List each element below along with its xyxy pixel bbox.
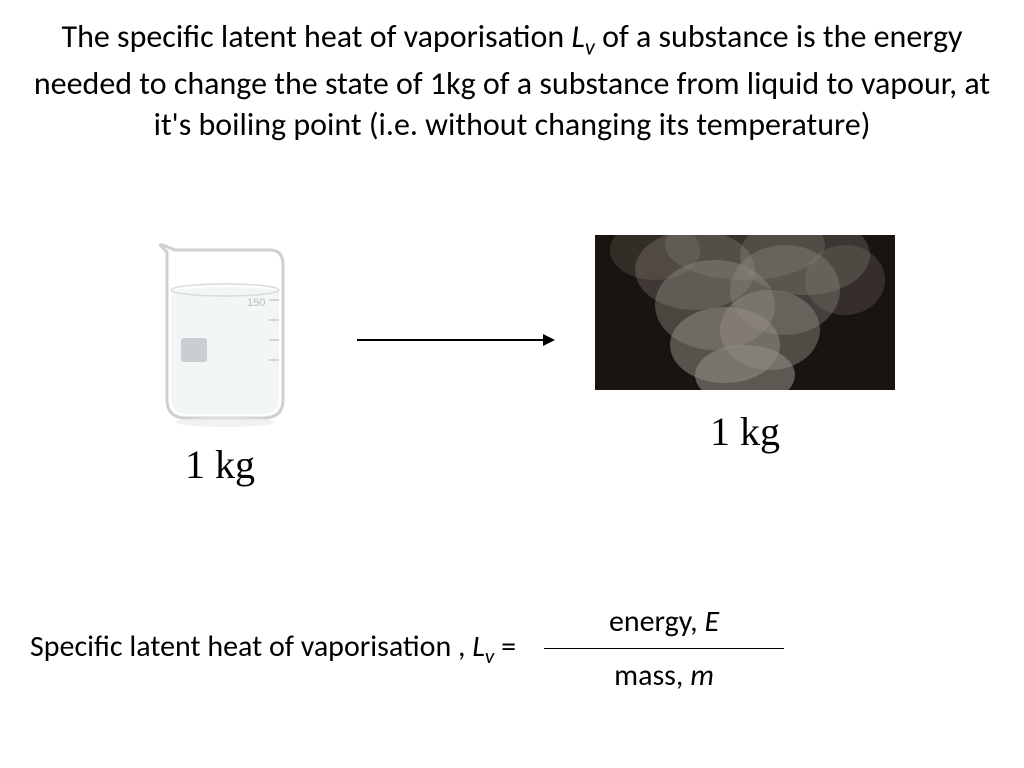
formula-lhs-text: Specific latent heat of vaporisation , — [30, 628, 472, 665]
vapour-panel: 1 kg — [580, 235, 910, 455]
arrow-icon — [355, 330, 555, 350]
numerator: energy, E — [609, 599, 719, 644]
formula-symbol: L — [472, 628, 485, 665]
numerator-symbol: E — [704, 603, 719, 640]
fraction-line — [544, 648, 784, 649]
formula-lhs: Specific latent heat of vaporisation , L… — [30, 628, 516, 669]
beaker-icon: 150 — [135, 240, 305, 430]
fraction: energy, E mass, m — [544, 599, 784, 698]
numerator-label: energy, — [609, 603, 705, 640]
vapour-image — [595, 235, 895, 390]
denominator-symbol: m — [690, 657, 714, 694]
denominator: mass, m — [614, 653, 714, 698]
definition-text: The specific latent heat of vaporisation… — [20, 16, 1004, 146]
beaker-mark: 150 — [247, 297, 265, 309]
formula-subscript: v — [485, 643, 494, 669]
def-pre: The specific latent heat of vaporisation — [61, 17, 571, 56]
def-symbol: L — [571, 17, 584, 56]
formula-equals: = — [494, 628, 516, 665]
vapour-mass-label: 1 kg — [580, 408, 910, 455]
def-subscript: v — [585, 34, 595, 61]
formula: Specific latent heat of vaporisation , L… — [30, 599, 994, 698]
denominator-label: mass, — [614, 657, 690, 694]
liquid-panel: 150 1 kg — [100, 240, 340, 488]
liquid-mass-label: 1 kg — [100, 441, 340, 488]
diagram: 150 1 kg — [0, 230, 1024, 510]
